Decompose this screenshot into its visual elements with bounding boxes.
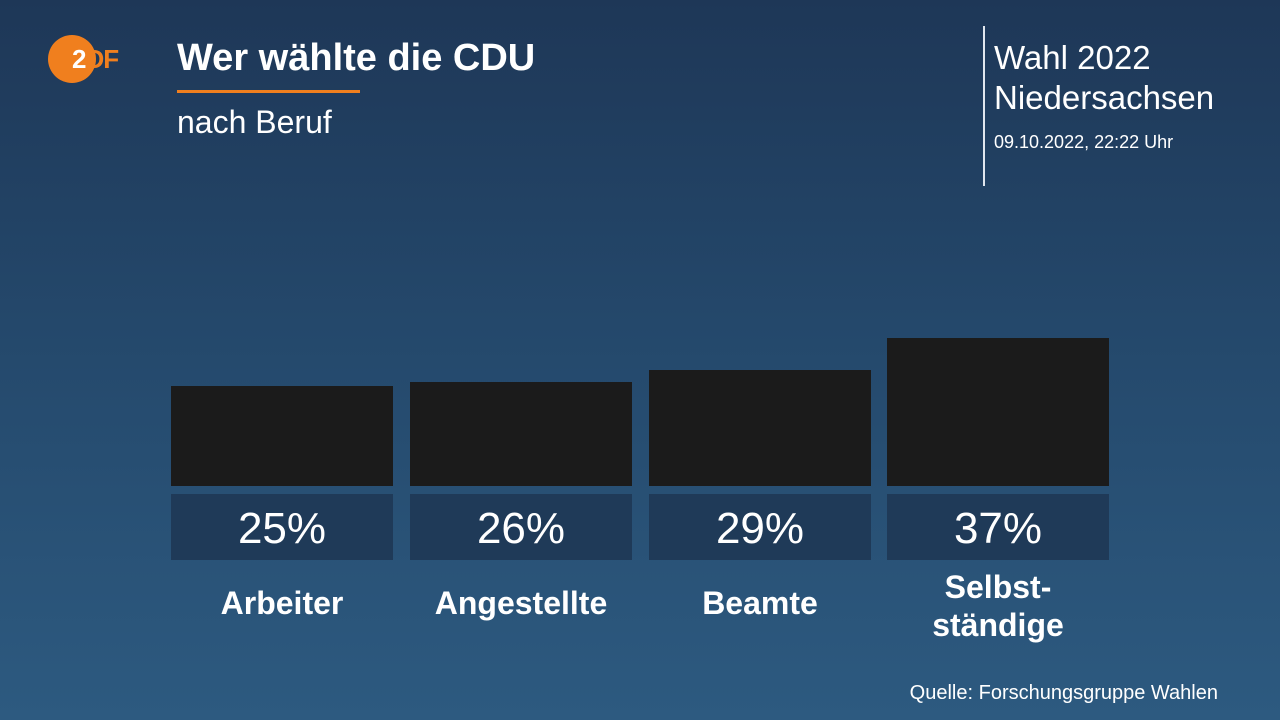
bar-3 [649,370,871,486]
source-note: Quelle: Forschungsgruppe Wahlen [909,682,1218,704]
value-label: 37% [887,494,1109,560]
title-underline [177,90,360,93]
zdf-logo [48,35,96,83]
timestamp: 09.10.2022, 22:22 Uhr [994,132,1174,152]
election-line-1: Wahl 2022 [994,39,1151,76]
zdf-logo-text: 2DF [72,44,119,74]
divider [983,26,985,186]
value-label: 26% [410,494,632,560]
value-label: 29% [649,494,871,560]
chart-subtitle: nach Beruf [177,104,332,140]
election-line-2: Niedersachsen [994,79,1215,116]
bar-2 [410,382,632,486]
category-label: Selbst-ständige [932,569,1064,643]
election-name: Wahl 2022 Niedersachsen [994,38,1214,118]
category-label: Beamte [702,585,818,621]
bar-1 [171,386,393,486]
category-label: Arbeiter [220,585,344,621]
category-label: Angestellte [434,585,608,621]
bar-4 [887,338,1109,486]
chart-title: Wer wählte die CDU [177,37,536,79]
value-label: 25% [171,494,393,560]
